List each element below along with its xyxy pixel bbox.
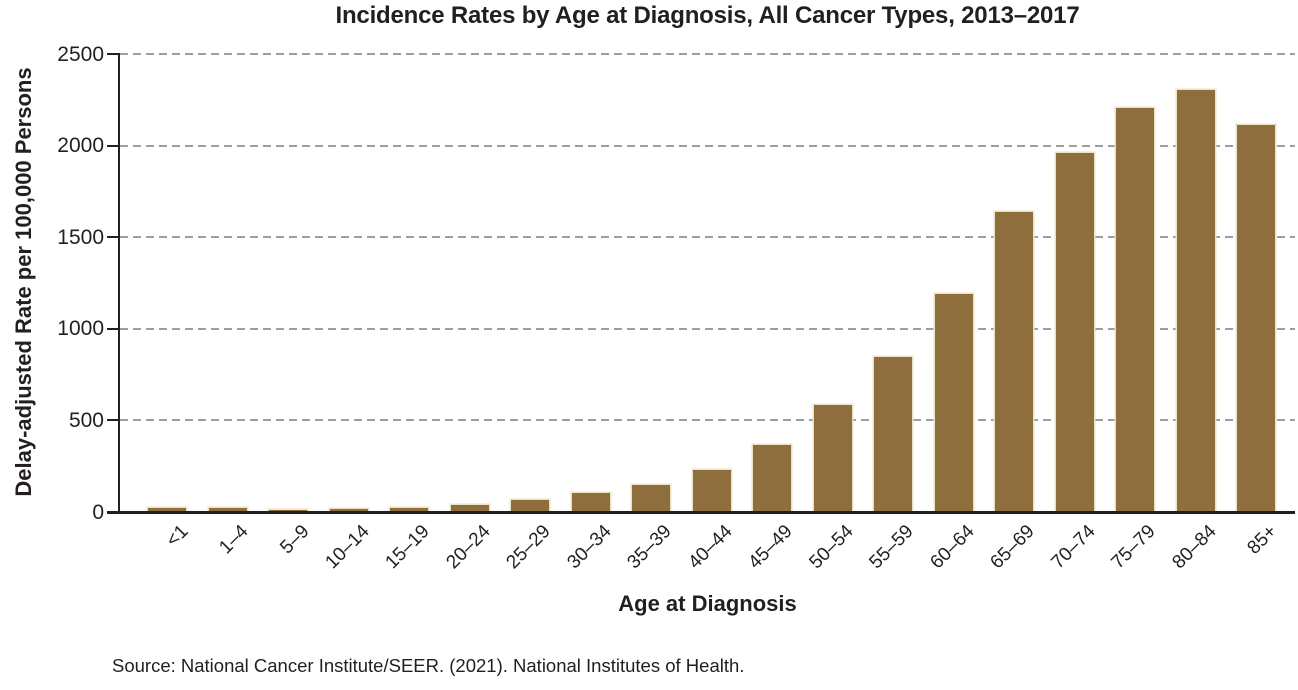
bar-65-69: [995, 212, 1034, 512]
y-tick: [107, 53, 119, 55]
bar-40-44: [692, 469, 731, 512]
source-caption: Source: National Cancer Institute/SEER. …: [112, 655, 745, 676]
y-tick-label: 500: [68, 408, 104, 432]
chart-title: Incidence Rates by Age at Diagnosis, All…: [335, 2, 1080, 29]
y-axis-title: Delay-adjusted Rate per 100,000 Persons: [11, 67, 36, 497]
bar-10-14: [329, 509, 368, 512]
bar-5-9: [269, 509, 308, 512]
bar-1-4: [208, 508, 247, 512]
y-axis-line: [118, 53, 120, 513]
bar-70-74: [1055, 152, 1094, 512]
gridline: [120, 53, 1295, 55]
gridline: [120, 236, 1295, 239]
y-tick-label: 2500: [57, 42, 104, 66]
bar-80-84: [1176, 89, 1215, 512]
bar-50-54: [813, 405, 852, 512]
y-tick: [107, 419, 119, 422]
y-tick: [107, 511, 119, 513]
bar-75-79: [1116, 108, 1155, 512]
y-tick: [107, 236, 119, 239]
bar-15-19: [390, 507, 429, 512]
bar-20-24: [450, 504, 489, 512]
bar-85+: [1237, 125, 1276, 512]
y-tick-label: 0: [92, 500, 104, 524]
gridline: [120, 327, 1295, 330]
bar-45-49: [753, 444, 792, 512]
x-axis-line: [107, 511, 1295, 514]
y-tick-label: 1000: [57, 317, 104, 341]
bar-25-29: [511, 499, 550, 512]
y-tick-label: 1500: [57, 225, 104, 249]
bar-55-59: [874, 357, 913, 512]
bar--1: [148, 507, 187, 512]
bar-35-39: [632, 484, 671, 512]
y-tick: [107, 327, 119, 330]
bar-60-64: [934, 294, 973, 512]
x-axis-title: Age at Diagnosis: [618, 591, 797, 616]
y-tick-label: 2000: [57, 134, 104, 158]
gridline: [120, 144, 1295, 147]
plot-area: [120, 53, 1295, 512]
bar-30-34: [571, 493, 610, 512]
y-tick: [107, 144, 119, 147]
gridline: [120, 419, 1295, 422]
